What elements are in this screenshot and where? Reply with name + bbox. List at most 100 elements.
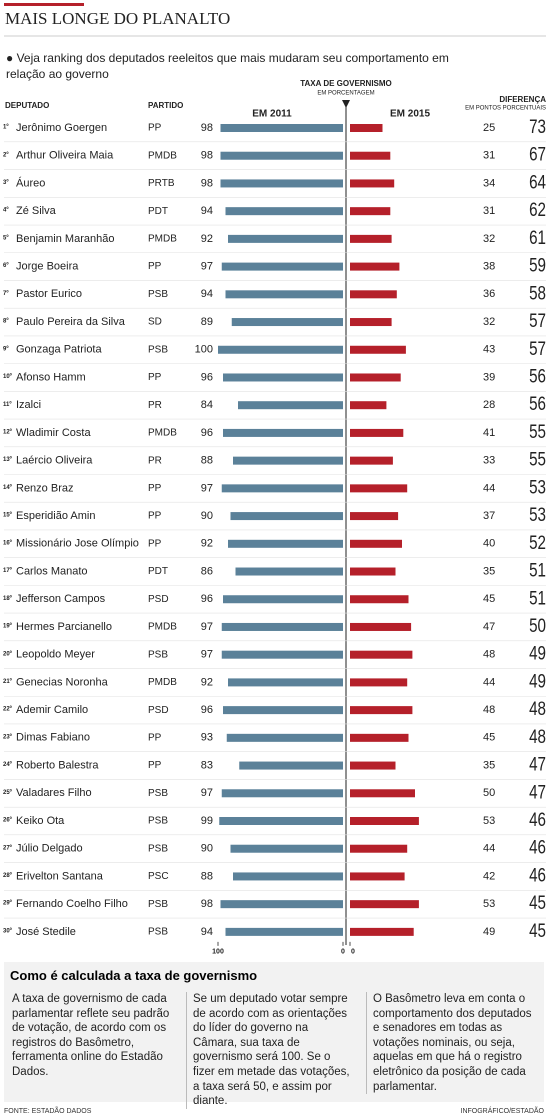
rank: 19º bbox=[3, 624, 13, 630]
rank: 15º bbox=[3, 513, 13, 519]
value-label: 34 bbox=[483, 177, 495, 189]
bar-2015 bbox=[350, 789, 415, 798]
value-label: 92 bbox=[201, 233, 213, 245]
bar-2015 bbox=[350, 872, 405, 881]
rank: 17º bbox=[3, 568, 13, 574]
bar-2015 bbox=[350, 124, 383, 132]
difference: 47 bbox=[529, 781, 546, 803]
bar-2011 bbox=[225, 290, 343, 299]
rank: 11º bbox=[3, 402, 12, 408]
difference: 50 bbox=[529, 614, 546, 636]
value-label: 94 bbox=[201, 205, 213, 217]
deputy-name: Afonso Hamm bbox=[16, 371, 86, 383]
bar-2011 bbox=[220, 179, 343, 188]
value-label: 96 bbox=[201, 427, 213, 439]
bar-2015 bbox=[350, 179, 395, 188]
bar-2011 bbox=[228, 539, 343, 548]
party: SD bbox=[148, 317, 162, 328]
party: PSB bbox=[148, 843, 168, 854]
deputy-name: Esperidião Amin bbox=[16, 510, 96, 522]
rank: 3º bbox=[3, 180, 9, 186]
difference: 48 bbox=[529, 725, 546, 747]
party: PRTB bbox=[148, 178, 175, 189]
deputy-name: Jefferson Campos bbox=[16, 593, 106, 605]
value-label: 45 bbox=[483, 732, 495, 744]
bar-2011 bbox=[220, 124, 343, 132]
deputy-name: Missionário Jose Olímpio bbox=[16, 538, 139, 550]
value-label: 42 bbox=[483, 870, 495, 882]
rank: 13º bbox=[3, 457, 13, 463]
value-label: 48 bbox=[483, 704, 495, 716]
value-label: 38 bbox=[483, 261, 495, 273]
deputy-name: Paulo Pereira da Silva bbox=[16, 316, 126, 328]
value-label: 90 bbox=[201, 843, 213, 855]
bar-2015 bbox=[350, 290, 397, 299]
box-paragraph: Se um deputado votar sempre de acordo co… bbox=[186, 992, 355, 1109]
party: PR bbox=[148, 400, 162, 411]
rank: 5º bbox=[3, 235, 9, 241]
value-label: 31 bbox=[483, 205, 495, 217]
value-label: 25 bbox=[483, 122, 495, 134]
bar-2011 bbox=[223, 428, 343, 437]
deputy-name: Izalci bbox=[16, 399, 41, 411]
value-label: 97 bbox=[201, 621, 213, 633]
axis-title: TAXA DE GOVERNISMO bbox=[300, 79, 392, 88]
deputy-name: Roberto Balestra bbox=[16, 759, 99, 771]
value-label: 97 bbox=[201, 787, 213, 799]
value-label: 40 bbox=[483, 538, 495, 550]
rank: 25º bbox=[3, 790, 13, 796]
rank: 9º bbox=[3, 346, 9, 352]
bar-2011 bbox=[223, 706, 343, 715]
party: PSB bbox=[148, 289, 168, 300]
chart-title: MAIS LONGE DO PLANALTO bbox=[5, 9, 230, 28]
bar-2011 bbox=[225, 207, 343, 216]
deputy-name: Zé Silva bbox=[16, 205, 57, 217]
value-label: 45 bbox=[483, 593, 495, 605]
bar-2011 bbox=[221, 262, 343, 271]
value-label: 43 bbox=[483, 344, 495, 356]
value-label: 98 bbox=[201, 150, 213, 162]
party: PSD bbox=[148, 594, 169, 605]
deputy-name: Pastor Eurico bbox=[16, 288, 82, 300]
rank: 7º bbox=[3, 291, 9, 297]
difference: 46 bbox=[529, 864, 546, 886]
rank: 28º bbox=[3, 873, 13, 879]
party: PSB bbox=[148, 788, 168, 799]
value-label: 39 bbox=[483, 371, 495, 383]
difference: 48 bbox=[529, 697, 546, 719]
rank: 16º bbox=[3, 540, 13, 546]
difference: 45 bbox=[529, 892, 546, 914]
value-label: 92 bbox=[201, 676, 213, 688]
party: PSB bbox=[148, 927, 168, 938]
difference: 47 bbox=[529, 753, 546, 775]
party: PP bbox=[148, 372, 162, 383]
bar-2015 bbox=[350, 761, 396, 770]
bar-2011 bbox=[230, 844, 343, 853]
difference-header: DIFERENÇA bbox=[499, 95, 546, 104]
deputy-name: Renzo Braz bbox=[16, 482, 73, 494]
x-tick-label: 0 bbox=[341, 949, 345, 956]
rank: 20º bbox=[3, 651, 13, 657]
bar-2015 bbox=[350, 512, 399, 521]
value-label: 94 bbox=[201, 926, 213, 938]
value-label: 53 bbox=[483, 815, 495, 827]
name-header: DEPUTADO bbox=[5, 101, 49, 110]
source: FONTE: ESTADÃO DADOS bbox=[4, 1108, 92, 1115]
value-label: 49 bbox=[483, 926, 495, 938]
bar-2011 bbox=[221, 789, 343, 798]
x2-tick-label: 0 bbox=[351, 949, 355, 956]
value-label: 92 bbox=[201, 538, 213, 550]
bar-2015 bbox=[350, 817, 419, 825]
subtitle-text: Veja ranking dos deputados reeleitos que… bbox=[6, 51, 449, 81]
bar-2015 bbox=[350, 678, 408, 687]
value-label: 96 bbox=[201, 593, 213, 605]
value-label: 53 bbox=[483, 898, 495, 910]
bar-2011 bbox=[235, 567, 343, 576]
party: PDT bbox=[148, 566, 168, 577]
party-header: PARTIDO bbox=[148, 101, 183, 110]
rank: 26º bbox=[3, 818, 13, 824]
bar-2011 bbox=[228, 678, 343, 687]
party: PSB bbox=[148, 344, 168, 355]
difference: 56 bbox=[529, 393, 546, 415]
rank: 29º bbox=[3, 901, 13, 907]
